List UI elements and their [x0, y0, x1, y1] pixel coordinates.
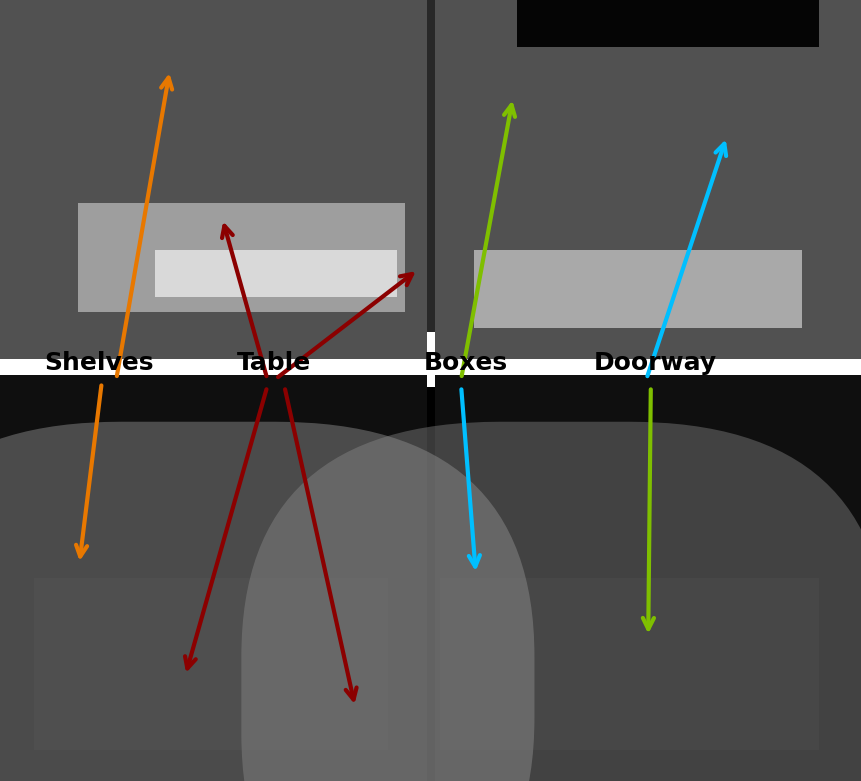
Text: Boxes: Boxes — [423, 351, 507, 375]
Bar — [435, 0, 861, 359]
Bar — [0, 375, 426, 781]
Bar — [0, 332, 861, 387]
Bar — [517, 0, 818, 47]
Bar — [34, 578, 387, 750]
Bar — [474, 250, 801, 328]
FancyBboxPatch shape — [241, 422, 861, 781]
Text: Table: Table — [237, 351, 311, 375]
Text: Doorway: Doorway — [593, 351, 715, 375]
Bar — [439, 578, 818, 750]
Bar — [0, 0, 426, 359]
Text: Shelves: Shelves — [44, 351, 154, 375]
FancyBboxPatch shape — [0, 422, 534, 781]
Bar — [0, 0, 861, 359]
Bar — [77, 203, 405, 312]
Bar — [435, 375, 861, 781]
Bar — [0, 371, 861, 781]
Bar — [155, 250, 396, 297]
